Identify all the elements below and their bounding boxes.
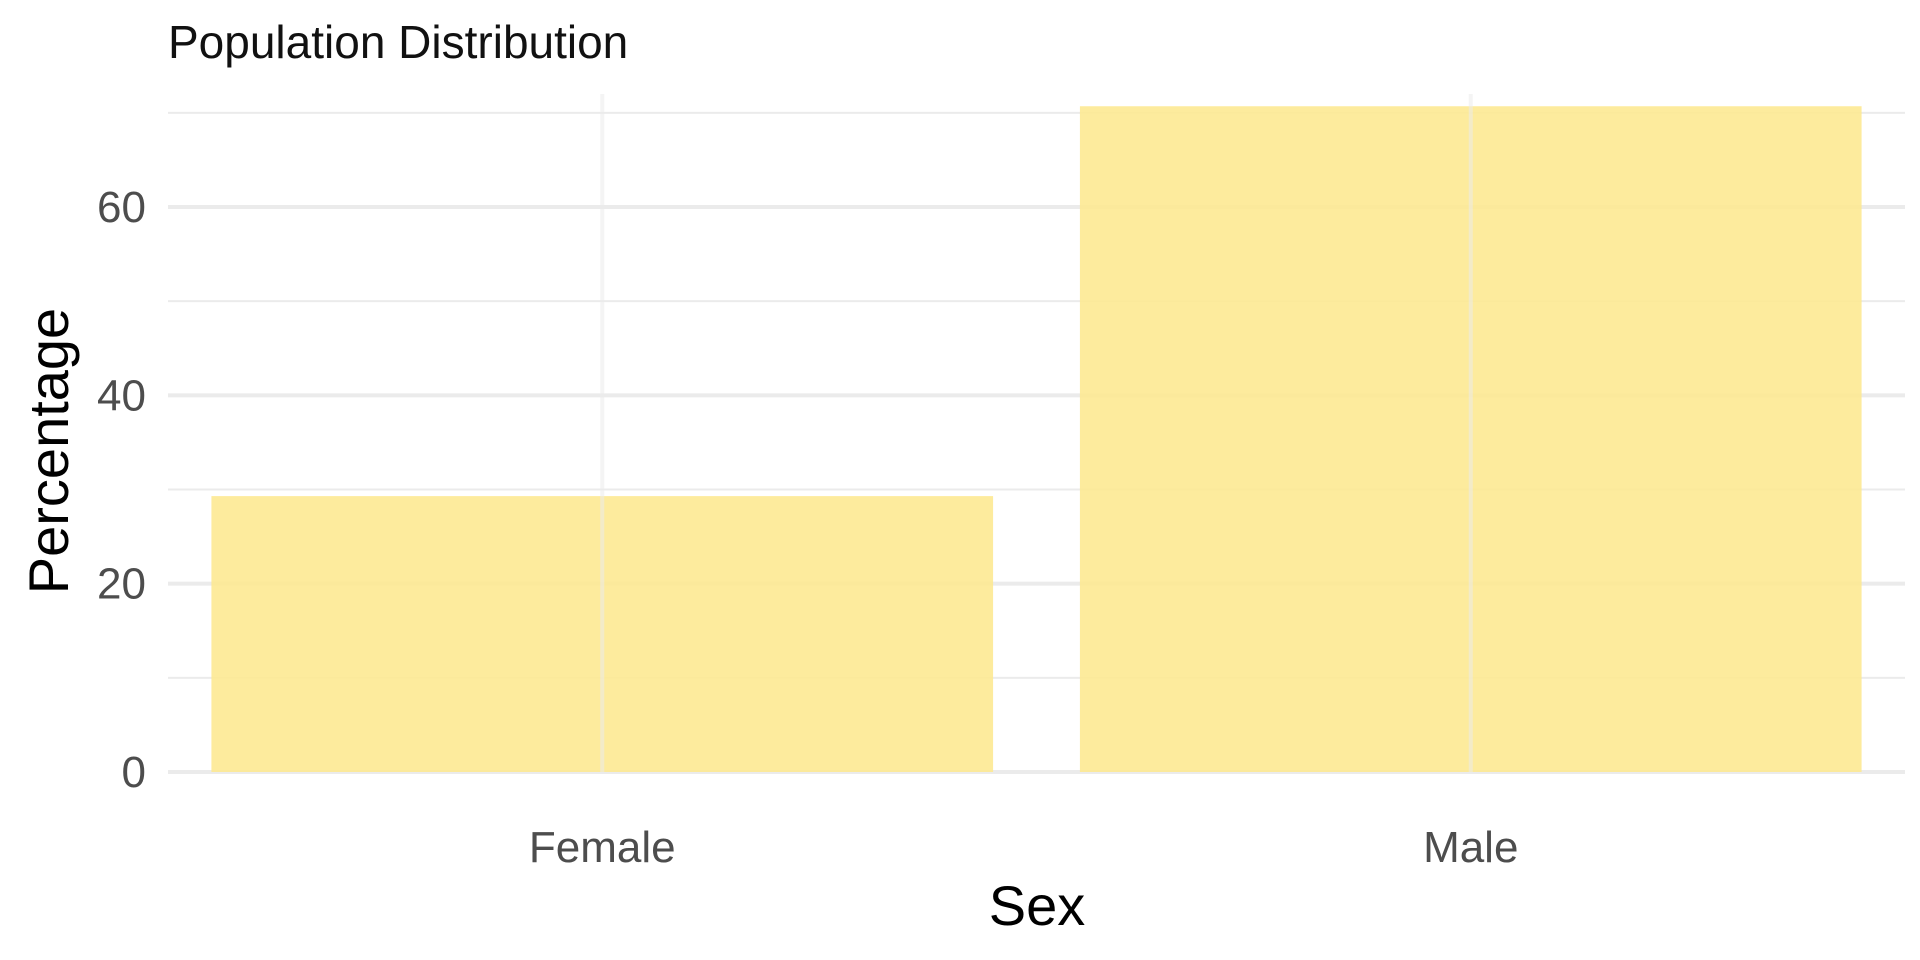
x-tick-label: Female <box>529 823 676 872</box>
y-axis-title: Percentage <box>17 308 80 594</box>
chart-title: Population Distribution <box>168 16 628 68</box>
y-tick-label: 20 <box>97 560 146 609</box>
x-axis-title: Sex <box>989 874 1086 937</box>
y-axis-ticks: 0 20 40 60 <box>97 183 146 797</box>
vertical-grid-layer <box>600 94 1473 774</box>
y-tick-label: 40 <box>97 371 146 420</box>
x-axis-ticks: Female Male <box>529 823 1519 872</box>
y-tick-label: 60 <box>97 183 146 232</box>
x-tick-label: Male <box>1423 823 1518 872</box>
y-tick-label: 0 <box>122 748 146 797</box>
